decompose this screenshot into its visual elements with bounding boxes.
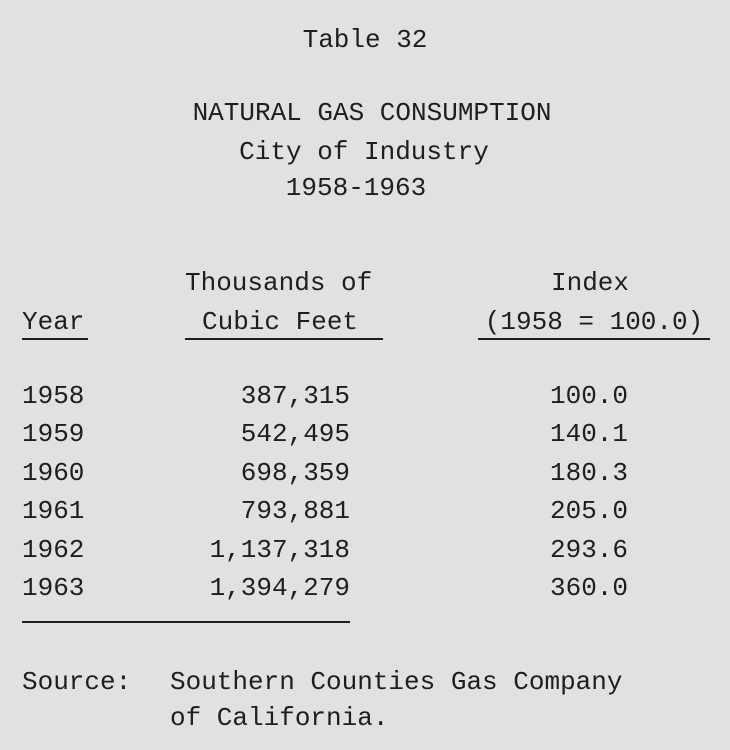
table-cell: 387,315 [240,381,350,411]
table-cell: 360.0 [549,573,628,603]
column-header: Cubic Feet [202,307,359,337]
table-cell: 542,495 [240,419,350,450]
table-cell: 100.0 [549,381,628,411]
table-cell: 1,137,318 [209,534,350,565]
column-header: Year [22,307,85,337]
table-cell: 1,394,279 [209,573,350,603]
table-cell: 205.0 [549,496,628,527]
source-text: Southern Counties Gas Company [170,667,623,697]
table-cell: 1959 [22,419,85,450]
title: NATURAL GAS CONSUMPTION [192,98,552,128]
table-cell: 698,359 [240,457,350,488]
table-cell: 140.1 [549,419,628,450]
header-underline [478,338,710,340]
table-cell: 1961 [22,496,85,527]
table-cell: 1958 [22,381,85,411]
table-rule [22,621,350,623]
table-cell: 793,881 [240,496,350,527]
source-text: of California. [170,703,389,733]
table-label: Table 32 [302,25,428,55]
period: 1958-1963 [285,173,427,203]
table-cell: 293.6 [549,534,628,565]
column-header: Thousands of [185,268,373,298]
source-label: Source: [22,667,132,697]
table-cell: 180.3 [549,457,628,488]
column-header: (1958 = 100.0) [484,307,704,337]
subtitle: City of Industry [239,137,489,167]
table-cell: 1962 [22,534,85,565]
header-underline [185,338,383,340]
header-underline [22,338,88,340]
table-cell: 1960 [22,457,85,488]
table-cell: 1963 [22,573,85,603]
column-header: Index [550,268,630,298]
